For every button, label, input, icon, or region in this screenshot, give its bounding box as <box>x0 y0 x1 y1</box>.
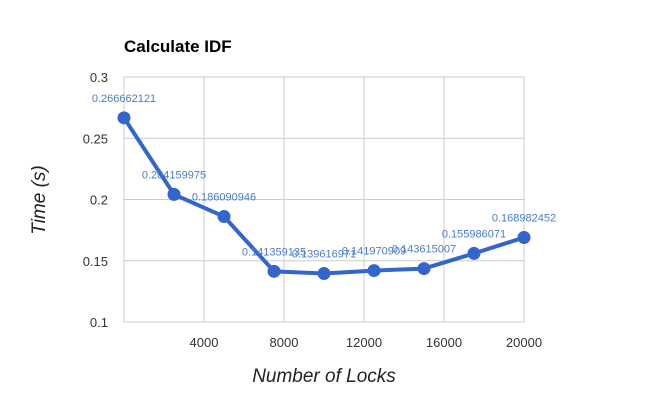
data-label: 0.155986071 <box>442 228 506 240</box>
data-point <box>367 264 381 278</box>
y-axis-ticks: 0.1 0.15 0.2 0.25 0.3 <box>83 70 108 330</box>
y-tick-label: 0.15 <box>83 254 108 269</box>
data-label: 0.266662121 <box>92 93 156 105</box>
data-point <box>217 210 231 224</box>
y-axis-title: Time (s) <box>29 165 50 235</box>
x-tick-label: 4000 <box>190 335 219 350</box>
x-tick-label: 16000 <box>426 335 462 350</box>
data-point <box>317 266 331 280</box>
y-tick-label: 0.3 <box>90 70 108 85</box>
chart-title: Calculate IDF <box>124 37 232 56</box>
x-tick-label: 12000 <box>346 335 382 350</box>
x-axis-title: Number of Locks <box>252 366 396 387</box>
y-tick-label: 0.1 <box>90 315 108 330</box>
x-tick-label: 8000 <box>270 335 299 350</box>
data-point <box>417 262 431 276</box>
data-label: 0.204159975 <box>142 169 206 181</box>
data-label: 0.139616971 <box>292 248 356 260</box>
data-label: 0.141359135 <box>242 246 306 258</box>
gridlines <box>123 76 525 323</box>
data-label: 0.186090946 <box>192 192 256 204</box>
y-tick-label: 0.25 <box>83 131 108 146</box>
x-tick-label: 20000 <box>506 335 542 350</box>
data-labels: 0.266662121 0.204159975 0.186090946 0.14135… <box>92 93 556 261</box>
x-axis-ticks: 4000 8000 12000 16000 20000 <box>190 335 543 350</box>
series-group <box>117 111 531 280</box>
data-point <box>117 111 131 125</box>
data-point <box>267 264 281 278</box>
data-point <box>167 187 181 201</box>
data-point <box>467 246 481 260</box>
data-label: 0.168982452 <box>492 212 556 224</box>
y-tick-label: 0.2 <box>90 193 108 208</box>
data-label: 0.143615007 <box>392 244 456 256</box>
data-point <box>517 230 531 244</box>
data-label: 0.141970909 <box>342 246 406 258</box>
